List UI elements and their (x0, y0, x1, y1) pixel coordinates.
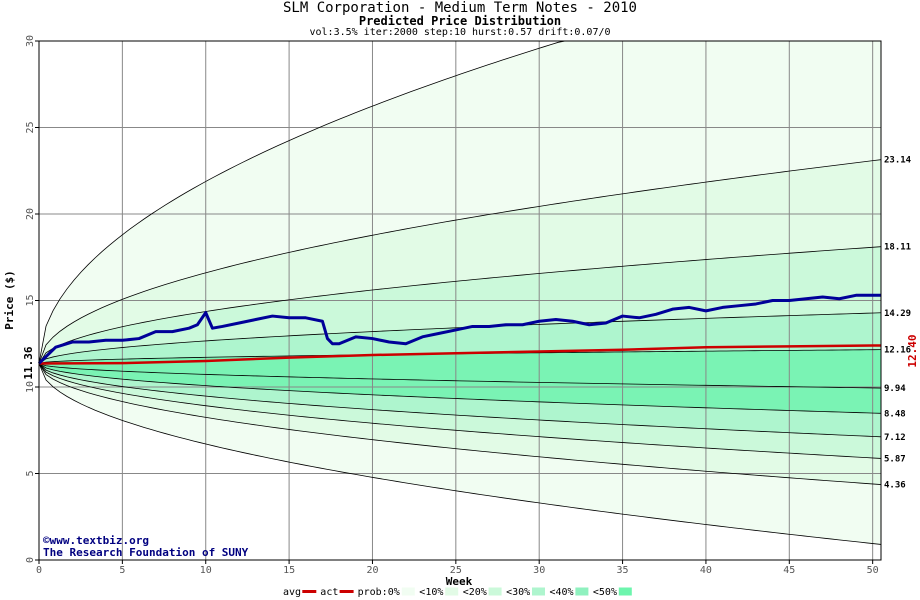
percentile-curves (39, 41, 881, 545)
y-tick-label: 0 (25, 557, 36, 563)
x-tick-label: 30 (533, 565, 545, 576)
percentile-label: 18.11 (884, 243, 911, 253)
y-tick-label: 30 (25, 35, 36, 47)
y-tick-label: 15 (25, 294, 36, 306)
legend-label: <50% (593, 587, 617, 598)
y-tick-label: 25 (25, 121, 36, 133)
legend-swatch (487, 586, 503, 597)
credit-website: ©www.textbiz.org (43, 534, 149, 547)
x-tick-label: 50 (867, 565, 879, 576)
x-tick-label: 20 (366, 565, 378, 576)
start-price-label: 11.36 (22, 346, 35, 379)
legend-line-swatch (339, 590, 354, 593)
legend-swatch (444, 586, 460, 597)
percentile-curve (39, 41, 881, 364)
percentile-label: 9.94 (884, 384, 906, 394)
legend-label: <20% (463, 587, 487, 598)
x-tick-label: 10 (200, 565, 212, 576)
x-tick-label: 5 (119, 565, 125, 576)
y-tick-label: 5 (25, 470, 36, 476)
legend-line-swatch (302, 590, 317, 593)
percentile-label: 5.87 (884, 454, 906, 464)
legend-label: avg (283, 587, 301, 598)
band-5 (39, 349, 881, 414)
percentile-label: 8.48 (884, 409, 906, 419)
legend: avg act prob:0% <10% <20% <30% <40% <50% (283, 586, 633, 598)
legend-swatch (400, 586, 416, 597)
legend-label: act (320, 587, 338, 598)
x-tick-label: 45 (783, 565, 795, 576)
credit-organization: The Research Foundation of SUNY (43, 546, 249, 559)
x-axis-ticks: 0 5 10 15 20 25 30 35 40 45 50 (36, 560, 879, 576)
credits: ©www.textbiz.org The Research Foundation… (43, 534, 249, 559)
last-price-label: 12.40 (906, 334, 919, 367)
series-act (37, 293, 881, 365)
percentile-curve (39, 363, 881, 485)
x-tick-label: 35 (617, 565, 629, 576)
series-avg (38, 344, 881, 365)
legend-swatch (574, 586, 590, 597)
y-tick-label: 20 (25, 208, 36, 220)
percentile-curve (39, 246, 881, 364)
y-tick-label: 10 (25, 381, 36, 393)
percentile-curve (39, 363, 881, 545)
percentile-label: 14.29 (884, 309, 911, 319)
chart-title: SLM Corporation - Medium Term Notes - 20… (282, 0, 637, 16)
percentile-curve (39, 363, 881, 438)
legend-swatch (617, 586, 633, 597)
legend-label: <30% (506, 587, 530, 598)
y-axis-label: Price ($) (3, 270, 16, 330)
percentile-label: 12.16 (884, 346, 911, 356)
x-tick-label: 0 (36, 565, 42, 576)
x-tick-label: 25 (450, 565, 462, 576)
x-axis-label: Week (446, 575, 473, 588)
legend-label: <40% (550, 587, 574, 598)
percentile-label: 7.12 (884, 433, 906, 443)
percentile-label: 4.36 (884, 481, 906, 491)
x-tick-label: 40 (700, 565, 712, 576)
percentile-curve (39, 363, 881, 459)
percentile-labels: 23.14 18.11 14.29 12.16 9.94 8.48 7.12 5.87 4.36 (884, 156, 912, 491)
y-axis-ticks: 0 5 10 15 20 25 30 (25, 35, 39, 563)
x-tick-label: 15 (283, 565, 295, 576)
percentile-curve (39, 363, 881, 414)
percentile-curve (39, 363, 881, 389)
legend-label: prob:0% (358, 587, 400, 598)
percentile-curve (39, 159, 881, 364)
chart-subtitle: Predicted Price Distribution (358, 14, 562, 28)
chart-parameters: vol:3.5% iter:2000 step:10 hurst:0.57 dr… (309, 27, 611, 38)
price-series (37, 293, 881, 365)
legend-swatch (531, 586, 546, 597)
percentile-label: 23.14 (884, 156, 912, 166)
legend-label: <10% (419, 587, 443, 598)
